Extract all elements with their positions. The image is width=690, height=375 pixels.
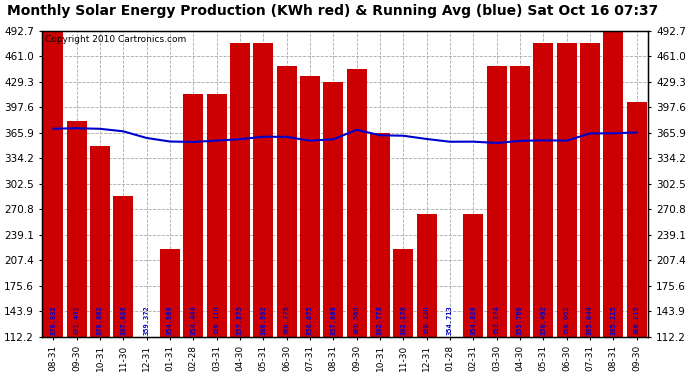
Bar <box>627 102 647 337</box>
Bar <box>347 69 366 337</box>
Text: 370.802: 370.802 <box>97 306 103 335</box>
Text: 356.492: 356.492 <box>540 306 546 335</box>
Text: 369.569: 369.569 <box>354 306 359 335</box>
Text: 365.044: 365.044 <box>587 306 593 335</box>
Bar <box>464 214 483 337</box>
Bar <box>207 94 226 337</box>
Text: 354.989: 354.989 <box>167 306 173 335</box>
Text: 362.778: 362.778 <box>377 306 383 335</box>
Bar <box>603 31 623 337</box>
Bar <box>184 94 204 337</box>
Text: Monthly Solar Energy Production (KWh red) & Running Avg (blue) Sat Oct 16 07:37: Monthly Solar Energy Production (KWh red… <box>7 4 658 18</box>
Bar <box>580 43 600 337</box>
Text: 356.051: 356.051 <box>564 306 570 335</box>
Text: 357.698: 357.698 <box>331 306 336 335</box>
Text: 354.829: 354.829 <box>471 306 476 335</box>
Text: 359.372: 359.372 <box>144 306 150 335</box>
Bar <box>253 43 273 337</box>
Bar <box>113 196 133 337</box>
Bar <box>160 249 180 337</box>
Text: Copyright 2010 Cartronics.com: Copyright 2010 Cartronics.com <box>45 35 186 44</box>
Bar <box>67 121 87 337</box>
Bar <box>486 66 506 337</box>
Text: 365.215: 365.215 <box>611 306 616 335</box>
Bar <box>324 82 343 337</box>
Bar <box>417 214 437 337</box>
Text: 366.215: 366.215 <box>633 306 640 335</box>
Bar <box>393 249 413 337</box>
Text: 357.875: 357.875 <box>237 306 243 335</box>
Text: 370.932: 370.932 <box>50 306 57 335</box>
Bar <box>370 133 390 337</box>
Bar <box>90 146 110 337</box>
Text: 356.118: 356.118 <box>214 306 219 335</box>
Bar <box>230 43 250 337</box>
Bar <box>277 66 297 337</box>
Text: 360.775: 360.775 <box>284 306 290 335</box>
Bar <box>300 75 320 337</box>
Text: 362.176: 362.176 <box>400 306 406 335</box>
Text: 371.481: 371.481 <box>74 306 79 335</box>
Bar <box>43 31 63 337</box>
Text: 356.075: 356.075 <box>307 306 313 335</box>
Text: 367.636: 367.636 <box>120 306 126 335</box>
Text: 353.174: 353.174 <box>493 306 500 335</box>
Text: 358.120: 358.120 <box>424 306 430 335</box>
Text: 354.713: 354.713 <box>447 306 453 335</box>
Text: 355.760: 355.760 <box>517 306 523 335</box>
Bar <box>533 43 553 337</box>
Bar <box>557 43 577 337</box>
Bar <box>510 66 530 337</box>
Text: 354.444: 354.444 <box>190 306 197 335</box>
Text: 360.962: 360.962 <box>260 306 266 335</box>
